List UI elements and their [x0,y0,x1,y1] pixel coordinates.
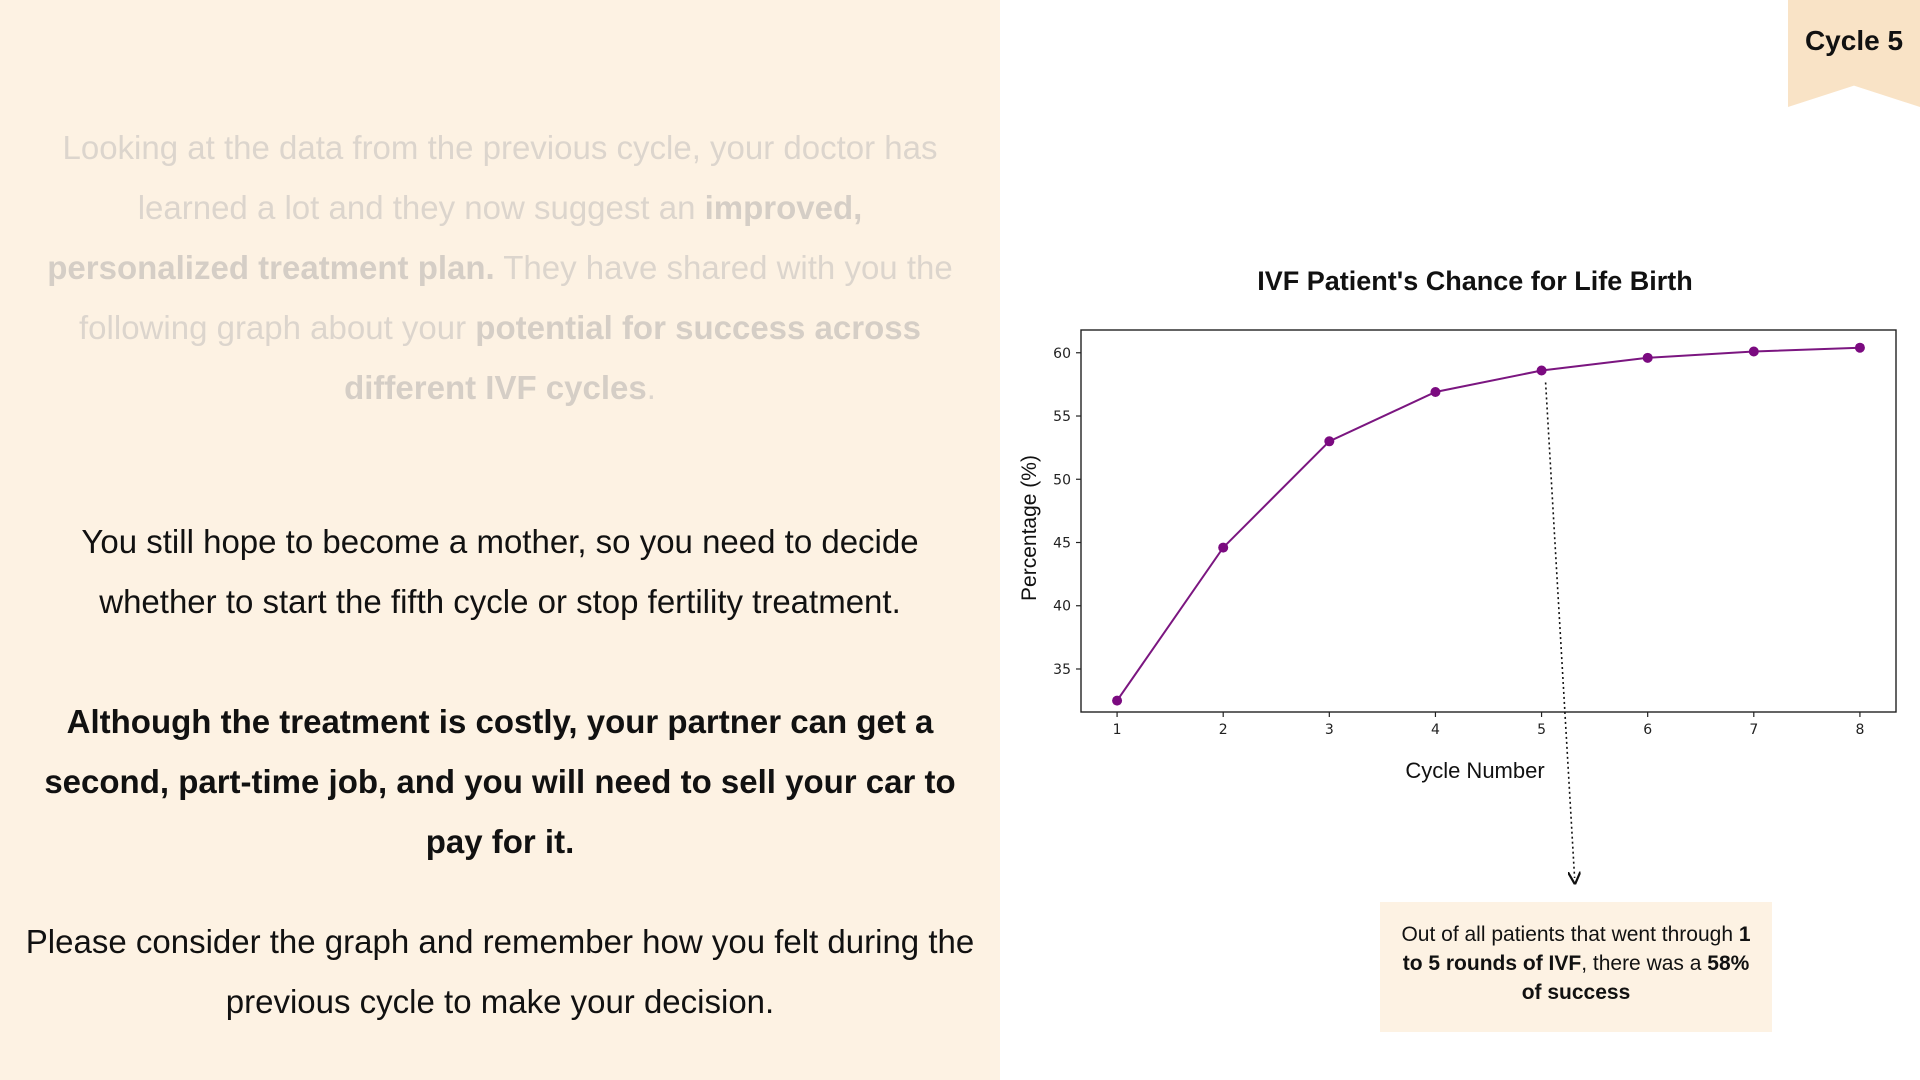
data-point [1536,365,1547,376]
y-tick-label: 50 [1053,472,1071,488]
intro-bold-2: potential for success across different I… [344,309,921,406]
left-text-panel: Looking at the data from the previous cy… [0,0,1000,1080]
y-tick-label: 55 [1053,409,1071,425]
intro-text-2: They have shared with you the following … [79,249,953,346]
x-tick-label: 7 [1749,722,1758,738]
cycle-badge-label: Cycle 5 [1804,25,1904,56]
y-axis-label: Percentage (%) [1018,455,1041,601]
series-line [1116,346,1860,702]
intro-bold-1: improved, personalized treatment plan. [47,189,863,286]
data-point [1642,352,1653,363]
intro-text-3: . [646,369,656,406]
x-tick-label: 8 [1855,722,1864,738]
y-tick-label: 60 [1053,346,1071,362]
annotation-bold-2: 58% of success [1521,952,1750,1004]
plot-frame [1080,329,1897,713]
data-point [1748,346,1759,357]
y-tick-label: 40 [1053,599,1071,615]
x-tick-label: 1 [1113,722,1122,738]
x-tick-label: 4 [1431,722,1440,738]
x-tick-label: 6 [1643,722,1652,738]
annotation-bold-1: 1 to 5 rounds of IVF [1402,923,1751,975]
y-tick-label: 45 [1053,536,1071,552]
chart-title: IVF Patient's Chance for Life Birth [1257,266,1693,296]
x-tick-label: 2 [1219,722,1228,738]
data-point [1324,436,1335,447]
cost-paragraph: Although the treatment is costly, your p… [44,703,956,860]
data-point [1218,542,1229,553]
x-tick-label: 3 [1325,722,1334,738]
x-axis-label: Cycle Number [1405,758,1545,783]
intro-text-1: Looking at the data from the previous cy… [62,129,938,226]
annotation-text-1: Out of all patients that went through [1401,923,1739,946]
annotation-box: Out of all patients that went through 1 … [1380,902,1772,1032]
intro-paragraph: Looking at the data from the previous cy… [40,118,960,418]
x-tick-label: 5 [1537,722,1546,738]
data-point [1854,342,1865,353]
annotation-arrow [1544,382,1575,879]
annotation-text: Out of all patients that went through 1 … [1380,902,1772,1007]
data-point [1112,695,1123,706]
data-point [1430,386,1441,397]
annotation-text-2: , there was a [1581,952,1708,975]
hope-paragraph: You still hope to become a mother, so yo… [81,523,919,620]
consider-paragraph: Please consider the graph and remember h… [25,923,975,1020]
y-tick-label: 35 [1053,662,1071,678]
cycle-badge: Cycle 5 [1788,0,1920,107]
